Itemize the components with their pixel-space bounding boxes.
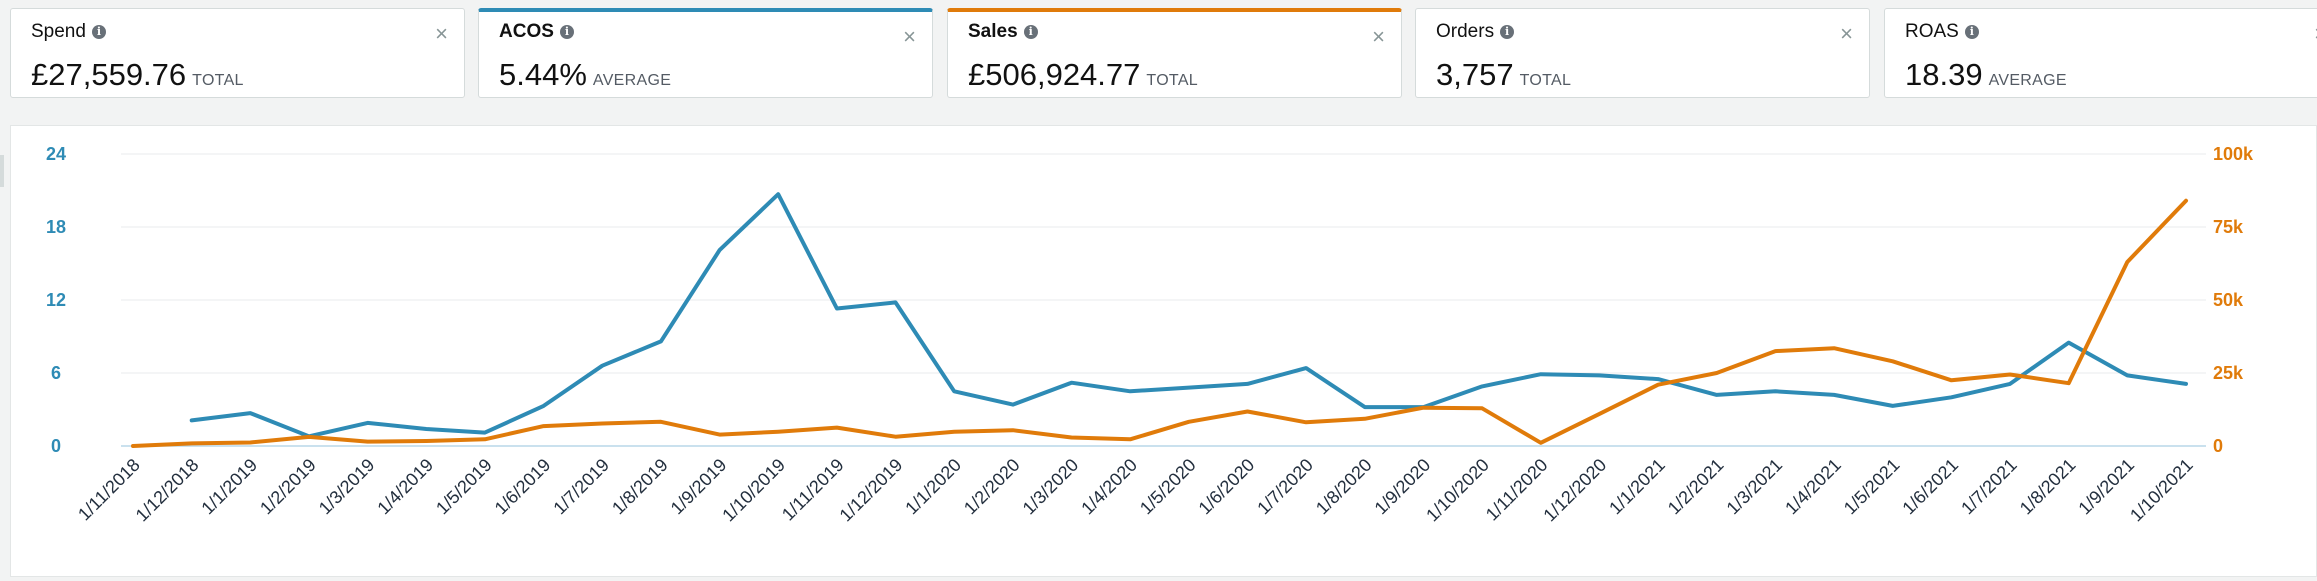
chart-panel: 0 6 12 18 24 0 25k 50k 75k 100k 1/11/2018 1/12/2018… — [10, 125, 2317, 577]
x-tick-label: 1/10/2020 — [1422, 455, 1493, 526]
x-tick-label: 1/3/2019 — [315, 455, 379, 519]
metric-value-row: 5.44% AVERAGE — [499, 57, 671, 93]
metric-value-row: 18.39 AVERAGE — [1905, 57, 2067, 93]
metric-label: Orders — [1436, 21, 1495, 42]
x-tick-label: 1/8/2020 — [1312, 455, 1376, 519]
x-tick-label: 1/1/2021 — [1605, 455, 1669, 519]
y-right-tick-label: 100k — [2213, 144, 2254, 164]
close-icon[interactable]: × — [1840, 21, 1853, 46]
y-right-tick-label: 25k — [2213, 363, 2244, 383]
close-icon[interactable]: × — [2314, 23, 2317, 45]
x-tick-label: 1/2/2021 — [1664, 455, 1728, 519]
x-tick-label: 1/10/2021 — [2126, 455, 2197, 526]
metric-label: Spend — [31, 21, 86, 42]
scroll-handle[interactable] — [0, 155, 4, 187]
info-icon[interactable]: i — [1023, 25, 1038, 39]
y-left-tick-label: 12 — [46, 290, 66, 310]
x-tick-label: 1/4/2020 — [1077, 455, 1141, 519]
x-tick-label: 1/12/2020 — [1539, 455, 1610, 526]
metric-cards: Spend i × £27,559.76 TOTAL ACOS i × 5.44% AVERAGE… — [0, 0, 2317, 110]
metric-value: £506,924.77 — [968, 57, 1141, 92]
x-tick-label: 1/8/2019 — [608, 455, 672, 519]
metric-value-row: £27,559.76 TOTAL — [31, 57, 244, 93]
metric-label-row: ROAS i — [1905, 21, 1979, 43]
metric-aggregate: TOTAL — [192, 72, 244, 89]
x-tick-label: 1/5/2020 — [1136, 455, 1200, 519]
y-right-tick-label: 75k — [2213, 217, 2244, 237]
close-icon[interactable]: × — [903, 24, 916, 49]
x-tick-label: 1/5/2019 — [432, 455, 496, 519]
x-tick-label: 1/8/2021 — [2016, 455, 2080, 519]
metric-label-row: Spend i — [31, 21, 106, 43]
y-right-tick-label: 50k — [2213, 290, 2244, 310]
x-tick-label: 1/12/2019 — [836, 455, 907, 526]
x-tick-label: 1/6/2019 — [491, 455, 555, 519]
metric-value-row: £506,924.77 TOTAL — [968, 57, 1198, 93]
metric-card-acos[interactable]: ACOS i × 5.44% AVERAGE — [478, 8, 933, 98]
metric-card-spend[interactable]: Spend i × £27,559.76 TOTAL — [10, 8, 465, 98]
info-icon[interactable]: i — [91, 25, 106, 39]
y-right-tick-label: 0 — [2213, 436, 2223, 456]
metric-value: 5.44% — [499, 57, 587, 92]
line-chart: 06121824025k50k75k100k1/11/20181/12/2018… — [46, 144, 2254, 526]
close-icon[interactable]: × — [435, 21, 448, 46]
info-icon[interactable]: i — [559, 25, 574, 39]
y-left-tick-label: 6 — [51, 363, 61, 383]
y-left-tick-label: 24 — [46, 144, 66, 164]
x-tick-label: 1/4/2021 — [1781, 455, 1845, 519]
metric-label-row: Sales i — [968, 21, 1038, 43]
metric-card-roas[interactable]: ROAS i × 18.39 AVERAGE — [1884, 8, 2317, 98]
metric-label-row: ACOS i — [499, 21, 574, 43]
x-tick-label: 1/3/2021 — [1723, 455, 1787, 519]
x-tick-label: 1/7/2020 — [1253, 455, 1317, 519]
metric-label: Sales — [968, 21, 1018, 42]
metric-aggregate: AVERAGE — [1988, 72, 2067, 89]
metric-value: £27,559.76 — [31, 57, 187, 92]
metric-card-sales[interactable]: Sales i × £506,924.77 TOTAL — [947, 8, 1402, 98]
x-tick-label: 1/4/2019 — [373, 455, 437, 519]
x-tick-label: 1/10/2019 — [718, 455, 789, 526]
metric-value: 18.39 — [1905, 57, 1983, 92]
info-icon[interactable]: i — [1500, 25, 1515, 39]
x-tick-label: 1/6/2021 — [1899, 455, 1963, 519]
y-left-tick-label: 0 — [51, 436, 61, 456]
x-tick-label: 1/6/2020 — [1195, 455, 1259, 519]
x-tick-label: 1/1/2020 — [901, 455, 965, 519]
metric-value-row: 3,757 TOTAL — [1436, 57, 1571, 93]
x-tick-label: 1/1/2019 — [197, 455, 261, 519]
x-tick-label: 1/3/2020 — [1019, 455, 1083, 519]
series-line-acos — [189, 192, 2188, 439]
metric-aggregate: TOTAL — [1519, 72, 1572, 89]
x-tick-label: 1/5/2021 — [1840, 455, 1904, 519]
info-icon[interactable]: i — [1964, 25, 1979, 39]
metric-aggregate: AVERAGE — [592, 72, 672, 89]
close-icon[interactable]: × — [1372, 24, 1385, 49]
metric-value: 3,757 — [1436, 57, 1514, 92]
metric-card-orders[interactable]: Orders i × 3,757 TOTAL — [1415, 8, 1870, 98]
x-tick-label: 1/2/2020 — [960, 455, 1024, 519]
x-tick-label: 1/2/2019 — [256, 455, 320, 519]
metric-label-row: Orders i — [1436, 21, 1515, 43]
y-left-tick-label: 18 — [46, 217, 66, 237]
metric-label: ACOS — [499, 21, 554, 42]
metric-aggregate: TOTAL — [1146, 72, 1198, 89]
x-tick-label: 1/12/2018 — [132, 455, 203, 526]
series-line-sales — [131, 198, 2188, 448]
x-tick-label: 1/7/2021 — [1957, 455, 2021, 519]
x-tick-label: 1/7/2019 — [549, 455, 613, 519]
metric-label: ROAS — [1905, 21, 1959, 42]
